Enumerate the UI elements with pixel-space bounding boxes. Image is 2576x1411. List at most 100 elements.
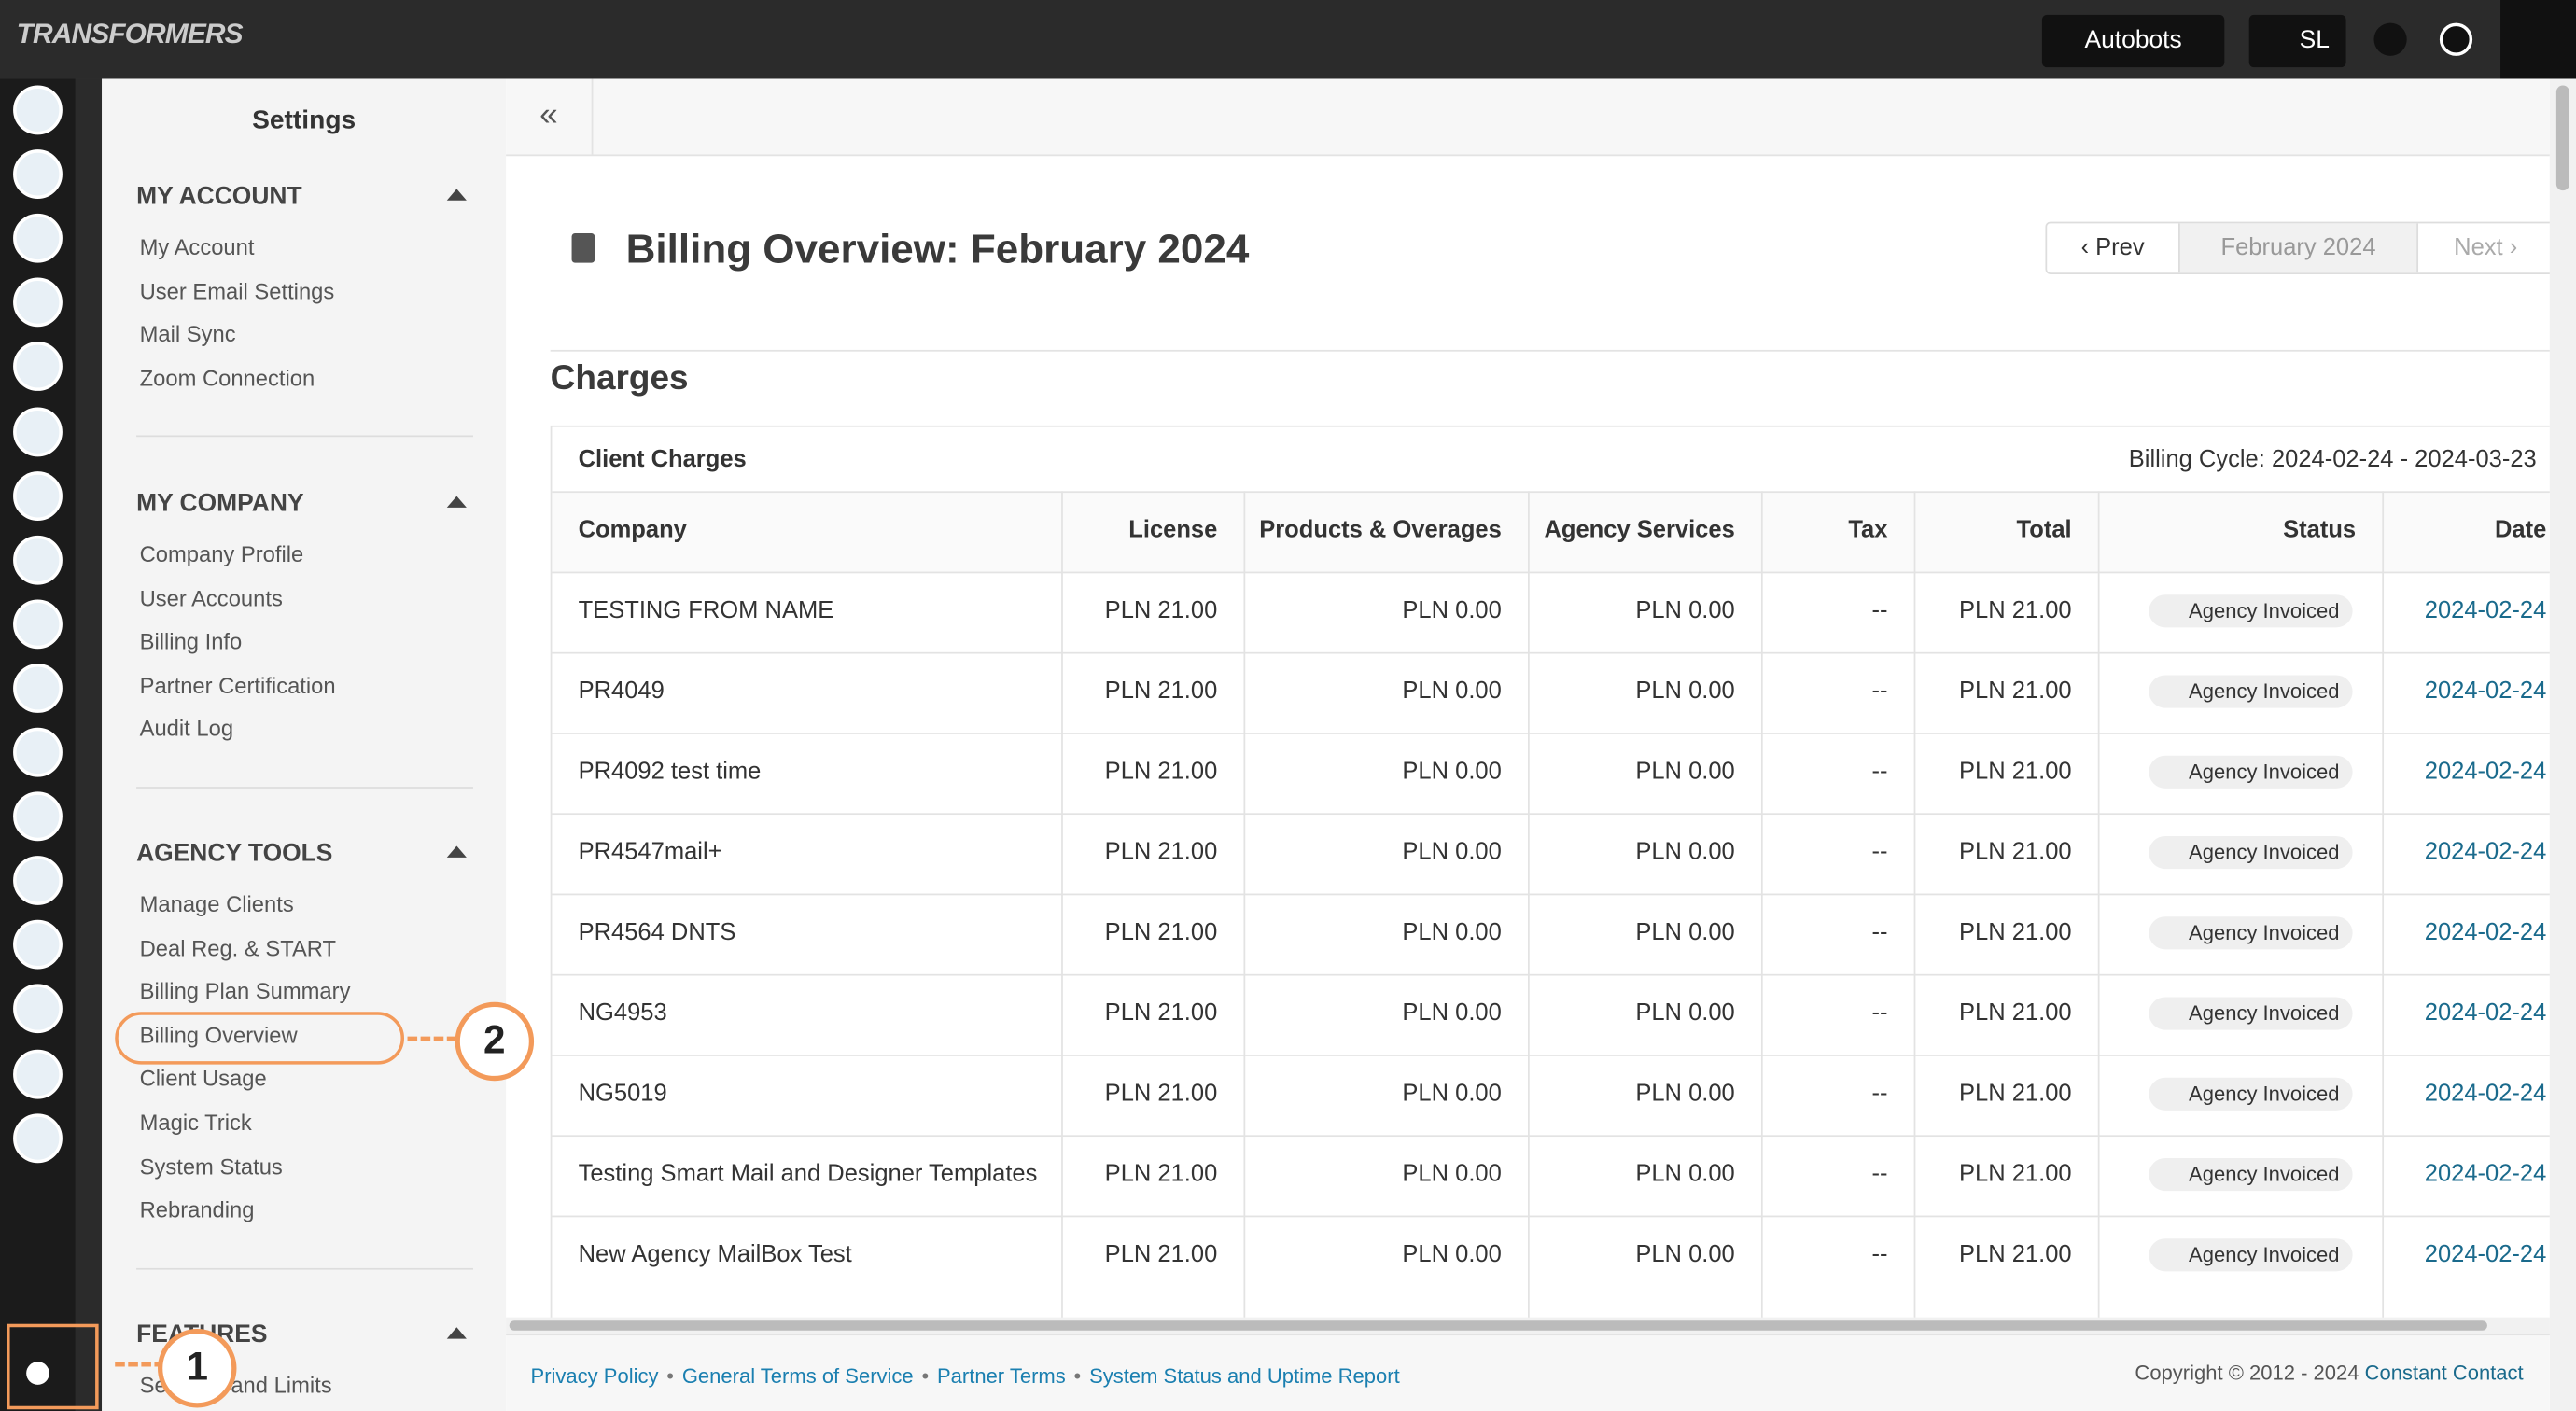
sidebar-link[interactable]: Zoom Connection xyxy=(139,366,315,391)
table-cell: -- xyxy=(1871,919,1888,946)
column-header[interactable]: Products & Overages xyxy=(1259,517,1502,544)
column-header[interactable]: Tax xyxy=(1848,517,1888,544)
sidebar-link[interactable]: Audit Log xyxy=(139,717,234,742)
rail-icon[interactable] xyxy=(13,791,63,842)
rail-icon[interactable] xyxy=(13,535,63,585)
collapse-arrow[interactable] xyxy=(446,496,467,508)
prev-button[interactable]: ‹ Prev xyxy=(2080,234,2145,261)
section-heading[interactable]: MY ACCOUNT xyxy=(136,182,302,211)
date-link[interactable]: 2024-02-24 xyxy=(2424,678,2547,706)
date-link[interactable]: 2024-02-24 xyxy=(2424,839,2547,866)
add-button[interactable] xyxy=(2439,22,2473,56)
page-title: Billing Overview: February 2024 xyxy=(625,226,1250,273)
sidebar-link[interactable]: User Accounts xyxy=(139,585,283,611)
table-cell: PLN 0.00 xyxy=(1635,1241,1735,1268)
column-header[interactable]: Date xyxy=(2494,517,2547,544)
sidebar-link[interactable]: Manage Clients xyxy=(139,891,294,917)
rail-icon[interactable] xyxy=(13,663,63,713)
table-cell: PLN 21.00 xyxy=(1104,1241,1218,1268)
date-link[interactable]: 2024-02-24 xyxy=(2424,999,2547,1027)
table-cell: PLN 21.00 xyxy=(1958,597,2072,624)
table-cell: PR4092 test time xyxy=(578,759,762,786)
settings-icon[interactable] xyxy=(26,1362,49,1385)
rail-icon[interactable] xyxy=(13,856,63,906)
period-picker[interactable]: February 2024 xyxy=(2178,223,2419,273)
row-line xyxy=(552,651,2550,654)
sidebar-link[interactable]: User Email Settings xyxy=(139,278,335,303)
column-line xyxy=(1913,491,1916,1321)
sidebar-link[interactable]: Mail Sync xyxy=(139,322,236,347)
status-badge: Agency Invoiced xyxy=(2149,1157,2353,1192)
sidebar-link[interactable]: Magic Trick xyxy=(139,1110,252,1136)
column-line xyxy=(2382,491,2385,1321)
table-cell: PLN 21.00 xyxy=(1958,919,2072,946)
search-button[interactable] xyxy=(2373,22,2407,56)
column-line xyxy=(1527,491,1530,1321)
table-cell: -- xyxy=(1871,597,1888,624)
collapse-arrow[interactable] xyxy=(446,189,467,201)
rail-icon[interactable] xyxy=(13,470,63,521)
section-heading[interactable]: AGENCY TOOLS xyxy=(136,839,333,868)
user-button[interactable]: SL xyxy=(2248,14,2346,68)
sidebar-link[interactable]: System Status xyxy=(139,1153,283,1180)
collapse-button[interactable]: « xyxy=(506,78,594,155)
rail-icon[interactable] xyxy=(13,599,63,649)
header-row-bg xyxy=(552,491,2550,572)
rail-icon[interactable] xyxy=(13,149,63,200)
next-button[interactable]: Next › xyxy=(2454,234,2518,261)
brand-link[interactable]: Constant Contact xyxy=(2364,1362,2524,1385)
collapse-arrow[interactable] xyxy=(446,845,467,858)
column-header[interactable]: Total xyxy=(2016,517,2072,544)
footer-link[interactable]: System Status and Uptime Report xyxy=(1066,1365,1400,1389)
section-heading[interactable]: MY COMPANY xyxy=(136,489,304,518)
status-badge: Agency Invoiced xyxy=(2149,997,2353,1030)
section-title: Charges xyxy=(550,359,689,398)
table-cell: PLN 0.00 xyxy=(1402,839,1502,866)
table-cell: -- xyxy=(1871,839,1888,866)
sidebar-link[interactable]: Partner Certification xyxy=(139,673,336,698)
date-link[interactable]: 2024-02-24 xyxy=(2424,759,2547,786)
column-header[interactable]: Agency Services xyxy=(1544,517,1735,544)
table-cell: PR4564 DNTS xyxy=(578,919,736,946)
rail-icon[interactable] xyxy=(13,1048,63,1098)
date-link[interactable]: 2024-02-24 xyxy=(2424,1241,2547,1268)
table-cell: PLN 21.00 xyxy=(1104,597,1218,624)
callout: 1 xyxy=(157,1329,237,1408)
date-link[interactable]: 2024-02-24 xyxy=(2424,597,2547,624)
sidebar-link[interactable]: Rebranding xyxy=(139,1197,255,1222)
rail-icon[interactable] xyxy=(13,1112,63,1163)
rail-icon[interactable] xyxy=(13,727,63,777)
sidebar-link[interactable]: My Account xyxy=(139,234,255,260)
date-link[interactable]: 2024-02-24 xyxy=(2424,1081,2547,1108)
rail-icon[interactable] xyxy=(13,214,63,263)
collapse-arrow[interactable] xyxy=(446,1327,467,1339)
rocket-button[interactable] xyxy=(2500,0,2576,79)
rail-icon[interactable] xyxy=(13,985,63,1034)
column-header[interactable]: Company xyxy=(578,517,687,544)
date-link[interactable]: 2024-02-24 xyxy=(2424,1161,2547,1188)
sidebar-link[interactable]: Billing Plan Summary xyxy=(139,979,351,1004)
table-cell: -- xyxy=(1871,1241,1888,1268)
sidebar-link[interactable]: Billing Info xyxy=(139,629,243,654)
rail-icon[interactable] xyxy=(13,277,63,328)
sidebar-link[interactable]: Client Usage xyxy=(139,1067,267,1092)
rail-icon[interactable] xyxy=(13,406,63,456)
account-button[interactable]: Autobots xyxy=(2041,14,2225,68)
table-cell: PLN 21.00 xyxy=(1958,759,2072,786)
charges-table: Client Charges Billing Cycle: 2024-02-24… xyxy=(550,425,2550,1321)
sidebar-link[interactable]: Company Profile xyxy=(139,541,304,567)
column-header[interactable]: License xyxy=(1128,517,1218,544)
table-cell: PLN 21.00 xyxy=(1104,999,1218,1027)
table-cell: PLN 0.00 xyxy=(1402,1081,1502,1108)
rail-icon[interactable] xyxy=(13,342,63,392)
footer-link[interactable]: Partner Terms xyxy=(914,1365,1066,1389)
footer-link[interactable]: Privacy Policy xyxy=(530,1364,659,1389)
sidebar-link[interactable]: Billing Overview xyxy=(139,1023,298,1048)
rail-icon[interactable] xyxy=(13,920,63,971)
rail-icon[interactable] xyxy=(13,85,63,135)
column-header[interactable]: Status xyxy=(2283,517,2357,544)
status-badge: Agency Invoiced xyxy=(2149,755,2353,789)
date-link[interactable]: 2024-02-24 xyxy=(2424,919,2547,946)
footer-link[interactable]: General Terms of Service xyxy=(658,1365,913,1389)
sidebar-link[interactable]: Deal Reg. & START xyxy=(139,935,337,961)
